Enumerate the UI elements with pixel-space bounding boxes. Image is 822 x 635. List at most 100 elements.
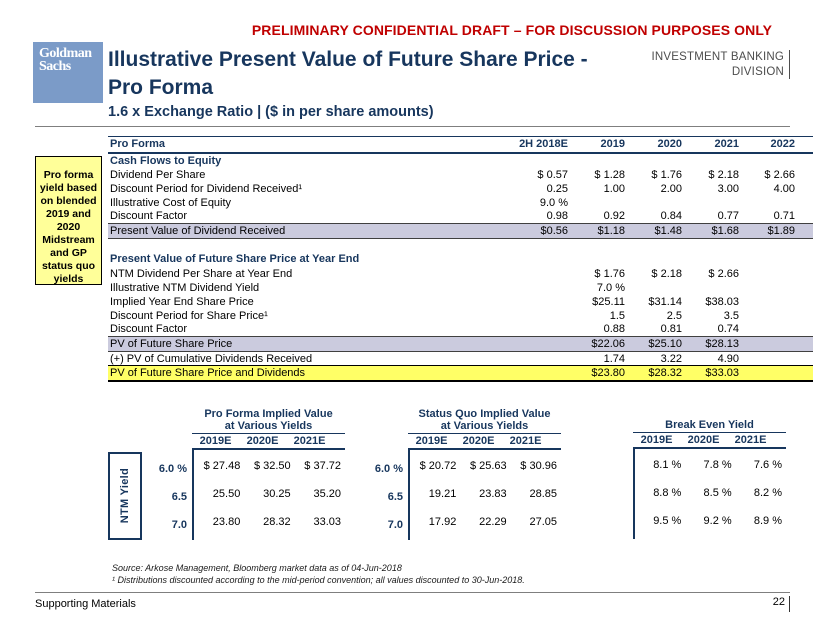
row-value: 1.74	[603, 352, 625, 365]
row-label: PV of Future Share Price	[108, 336, 494, 352]
matrix-body: 8.1 % 7.8 % 7.6 % 8.8 % 8.5 % 8.2 % 9.5 % 9.2 %…	[633, 449, 786, 539]
col-header-pro-forma: Pro Forma	[108, 136, 494, 154]
matrix-title: Break Even Yield	[633, 408, 786, 433]
row-value	[625, 196, 682, 210]
row-label: (+) PV of Cumulative Dividends Received	[110, 352, 313, 365]
page-title-line1: Illustrative Present Value of Future Sha…	[108, 48, 588, 71]
row-value: $33.03	[682, 365, 739, 382]
row-value: $22.06	[568, 336, 625, 352]
matrix-value: 28.32	[263, 516, 291, 528]
row-value: 9.0 %	[539, 196, 568, 209]
matrix-value: $ 32.50	[253, 460, 291, 472]
matrix-col-header: 2020E	[687, 434, 720, 446]
ntm-yield-axis-label: NTM Yield	[119, 468, 131, 524]
matrix-row: 8.1 % 7.8 % 7.6 %	[635, 451, 786, 479]
matrix-value: 23.83	[479, 488, 507, 500]
row-value: 4.90	[717, 352, 739, 365]
division-line1: INVESTMENT BANKING	[651, 51, 784, 63]
matrix-value: 23.80	[212, 516, 241, 528]
row-value: $28.13	[682, 336, 739, 352]
yield-label: 6.5	[171, 491, 187, 503]
table-row: Dividend Per Share $ 0.57 $ 1.28 $ 1.76 $ 2.…	[108, 168, 813, 182]
row-value: 0.74	[717, 323, 739, 336]
table-row: Discount Factor 0.98 0.92 0.84 0.77 0.71	[108, 210, 813, 224]
row-value	[625, 281, 682, 295]
row-value	[739, 365, 813, 382]
row-value	[739, 295, 813, 309]
row-value: 0.81	[660, 323, 682, 336]
matrix-value: 30.25	[263, 488, 291, 500]
source-note: Source: Arkose Management, Bloomberg mar…	[112, 563, 402, 573]
row-value: 0.71	[773, 210, 795, 223]
row-value: 3.5	[723, 309, 739, 322]
matrix-row: 17.92 22.29 27.05	[410, 508, 561, 536]
matrix-table: Break Even Yield 2019E 2020E 2021E 8.1 % 7.8 …	[633, 408, 786, 539]
row-value: $25.10	[625, 336, 682, 352]
matrix-row: 23.80 28.32 33.03	[194, 508, 345, 536]
matrix-value: 19.21	[428, 488, 457, 500]
col-header-2021: 2021	[682, 136, 739, 154]
row-value: $23.80	[568, 365, 625, 382]
col-header-2h-2018e: 2H 2018E	[494, 136, 568, 154]
footer-divider	[35, 592, 790, 594]
table-row: Discount Period for Dividend Received¹ 0.…	[108, 182, 813, 196]
matrix-value: 35.20	[313, 488, 341, 500]
logo-text-line2: Sachs	[39, 59, 71, 74]
row-value: $ 2.66	[764, 168, 795, 181]
status-quo-implied-value-table: 6.0 % 6.5 7.0 Status Quo Implied Value at V…	[364, 408, 561, 540]
matrix-col-header: 2019E	[199, 435, 232, 447]
pro-forma-implied-value-table: 6.0 % 6.5 7.0 Pro Forma Implied Value at Va…	[148, 408, 345, 540]
matrix-title-line: Pro Forma Implied Value	[204, 408, 333, 420]
matrix-value: 33.03	[313, 516, 341, 528]
matrix-col-header: 2021E	[734, 434, 767, 446]
matrix-value: 9.5 %	[653, 515, 682, 527]
matrix-value: $ 25.63	[469, 460, 507, 472]
matrix-header-row: 2019E 2020E 2021E	[192, 434, 345, 450]
table-section-title: Present Value of Future Share Price at Y…	[108, 252, 813, 267]
page-number: 22	[740, 596, 790, 612]
table-body: Cash Flows to Equity Dividend Per Share $ …	[108, 153, 813, 382]
yield-label: 7.0	[387, 519, 403, 531]
row-label: Discount Factor	[110, 323, 188, 336]
matrix-value: $ 37.72	[304, 460, 341, 472]
row-value	[682, 196, 739, 210]
row-value	[494, 281, 568, 295]
division-line2: DIVISION	[731, 65, 784, 78]
table-row: Illustrative NTM Dividend Yield 7.0 %	[108, 281, 813, 295]
matrix-row: $ 20.72 $ 25.63 $ 30.96	[410, 452, 561, 480]
matrix-value: 8.9 %	[753, 515, 782, 527]
pro-forma-table-grid: Pro Forma 2H 2018E 2019 2020 2021 2022 C…	[108, 136, 813, 382]
row-label: Discount Period for Share Price¹	[110, 309, 268, 322]
row-value: $ 1.28	[594, 168, 625, 181]
row-label: Discount Period for Dividend Received¹	[110, 182, 302, 195]
matrix-value: 8.2 %	[753, 487, 782, 499]
table-row: Present Value of Dividend Received $0.56 $…	[108, 223, 813, 239]
row-value: 0.92	[603, 210, 625, 223]
table-row: Illustrative Cost of Equity 9.0 %	[108, 196, 813, 210]
row-value	[494, 295, 568, 309]
row-value	[494, 309, 568, 323]
table-row: Discount Period for Share Price¹ 1.5 2.5 3.…	[108, 309, 813, 323]
matrix-value: 8.5 %	[703, 487, 732, 499]
row-value: 0.84	[660, 210, 682, 223]
section-title-label: Cash Flows to Equity	[110, 154, 222, 167]
matrix-value: 7.6 %	[753, 459, 782, 471]
ntm-yield-axis-box: NTM Yield	[108, 452, 142, 540]
confidential-disclaimer: PRELIMINARY CONFIDENTIAL DRAFT – FOR DIS…	[251, 22, 773, 38]
matrix-table: Pro Forma Implied Value at Various Yields…	[192, 408, 345, 540]
row-value: 3.22	[660, 352, 682, 365]
matrix-value: $ 30.96	[520, 460, 557, 472]
yield-label: 6.5	[387, 491, 403, 503]
break-even-yield-table: Break Even Yield 2019E 2020E 2021E 8.1 % 7.8 …	[633, 408, 786, 539]
matrix-title-line: at Various Yields	[440, 420, 529, 432]
matrix-row: 9.5 % 9.2 % 8.9 %	[635, 507, 786, 535]
row-value: $ 2.18	[651, 267, 682, 280]
division-label: INVESTMENT BANKING DIVISION	[604, 50, 790, 79]
row-value: $1.68	[682, 223, 739, 239]
yield-labels-column: 6.0 % 6.5 7.0	[148, 408, 192, 539]
matrix-title-line: Status Quo Implied Value	[418, 408, 551, 420]
matrix-col-header: 2019E	[415, 435, 448, 447]
table-row: PV of Future Share Price and Dividends $2…	[108, 365, 813, 382]
row-value: $ 2.66	[708, 267, 739, 280]
matrix-value: 8.1 %	[653, 459, 682, 471]
